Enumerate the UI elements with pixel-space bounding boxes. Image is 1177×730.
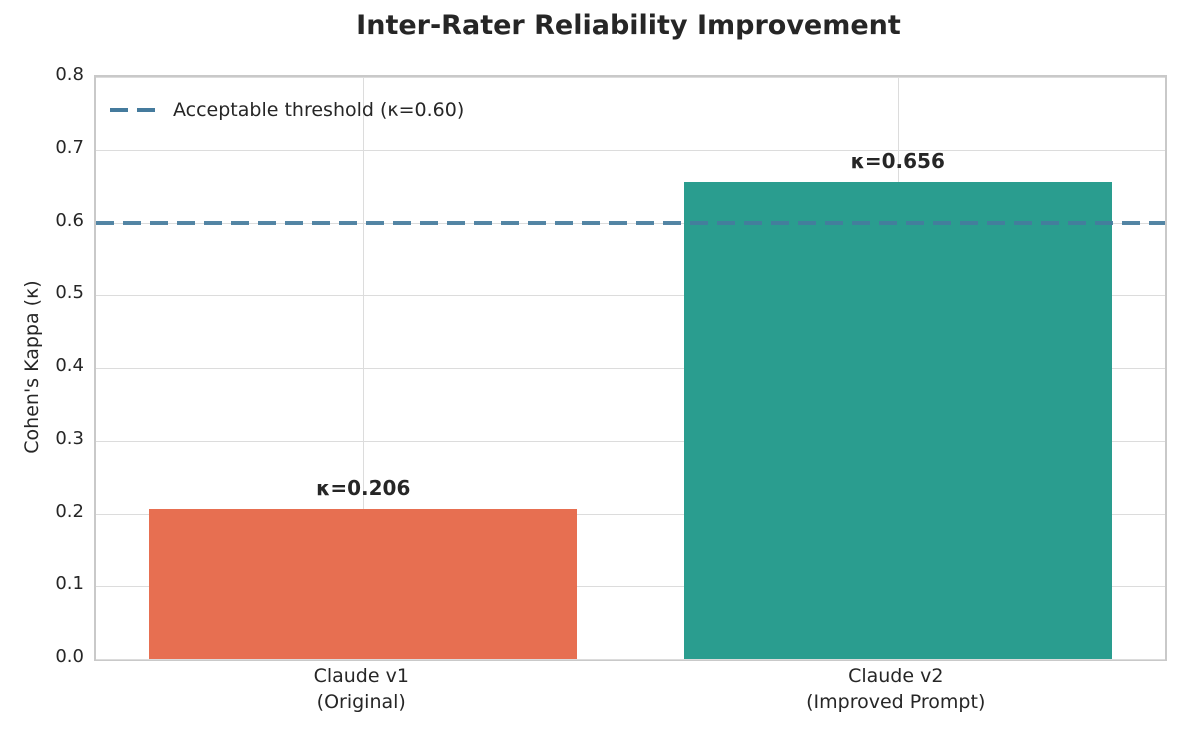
gridline-y-0.8 [96, 77, 1165, 78]
gridline-y-0.4 [96, 368, 1165, 369]
gridline-y-0.2 [96, 513, 1165, 515]
chart-title: Inter-Rater Reliability Improvement [356, 10, 901, 41]
x-tick-line: Claude v1 [313, 665, 409, 687]
y-tick-0.1: 0.1 [55, 573, 84, 595]
x-tick-line: (Original) [316, 691, 406, 713]
gridline-y-0.1 [96, 586, 1165, 588]
gridline-y-0.5 [96, 295, 1165, 297]
x-tick-claude-v1: Claude v1 (Original) [181, 663, 541, 715]
gridline-y-0.0 [96, 659, 1165, 660]
gridline-y-0.3 [96, 440, 1165, 442]
x-tick-claude-v2: Claude v2 (Improved Prompt) [716, 663, 1076, 715]
y-tick-0.6: 0.6 [55, 209, 84, 231]
bar-value-label: κ=0.206 [316, 476, 411, 501]
legend-label: Acceptable threshold (κ=0.60) [173, 99, 465, 121]
gridline-x-0 [363, 77, 365, 659]
threshold-line [96, 220, 1165, 225]
y-tick-0.0: 0.0 [55, 646, 84, 667]
y-tick-0.5: 0.5 [55, 282, 84, 304]
y-tick-0.7: 0.7 [55, 136, 84, 158]
threshold-legend-dash-icon [110, 108, 157, 112]
y-tick-0.8: 0.8 [55, 64, 84, 85]
plot-area: κ=0.206 κ=0.656 Acceptable threshold (κ=0… [94, 75, 1167, 661]
bar-claude-v2 [683, 181, 1112, 659]
legend: Acceptable threshold (κ=0.60) [110, 99, 464, 121]
gridline-y-0.7 [96, 149, 1165, 151]
y-tick-0.3: 0.3 [55, 427, 84, 449]
x-tick-line: (Improved Prompt) [806, 691, 986, 713]
bar-value-label: κ=0.656 [850, 148, 945, 173]
bar-claude-v1 [149, 509, 578, 659]
y-tick-0.4: 0.4 [55, 355, 84, 376]
y-tick-0.2: 0.2 [55, 500, 84, 522]
x-tick-line: Claude v2 [848, 665, 944, 687]
